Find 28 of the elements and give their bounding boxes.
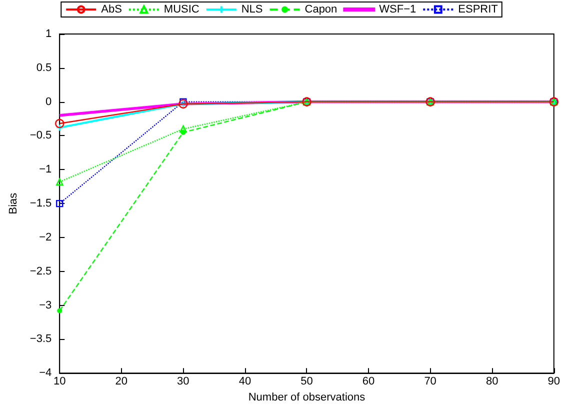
y-tick-label: −3.5 <box>30 333 52 346</box>
y-tick-label: −2 <box>39 231 52 244</box>
y-tick-label: 1 <box>45 28 52 40</box>
y-tick-label: −4 <box>39 367 52 380</box>
x-tick-label: 70 <box>424 376 436 388</box>
y-tick-label: −0.5 <box>30 130 52 142</box>
x-tick-label: 40 <box>238 376 252 388</box>
legend-label: ESPRIT <box>458 4 498 16</box>
x-tick-label: 20 <box>115 376 128 388</box>
legend-label: MUSIC <box>164 4 200 16</box>
x-axis-title: Number of observations <box>248 392 366 404</box>
x-tick-label: 90 <box>548 376 560 388</box>
y-tick-label: 0 <box>45 96 52 108</box>
legend-label: Capon <box>304 4 338 16</box>
legend-label: NLS <box>241 4 263 16</box>
y-tick-label: −1.5 <box>30 198 52 210</box>
x-tick-label: 80 <box>486 376 498 388</box>
y-tick-label: 0.5 <box>36 62 52 74</box>
y-tick-label: −3 <box>39 299 52 312</box>
y-tick-label: −1 <box>39 164 52 176</box>
legend-label: AbS <box>101 4 122 16</box>
x-tick-label: 30 <box>177 376 190 388</box>
y-tick-label: −2.5 <box>30 265 52 278</box>
x-tick-label: 60 <box>362 376 375 388</box>
y-axis-title: Bias <box>8 192 20 214</box>
x-tick-label: 50 <box>300 376 313 388</box>
legend-label: WSF−1 <box>379 4 416 16</box>
x-tick-label: 10 <box>53 376 66 388</box>
